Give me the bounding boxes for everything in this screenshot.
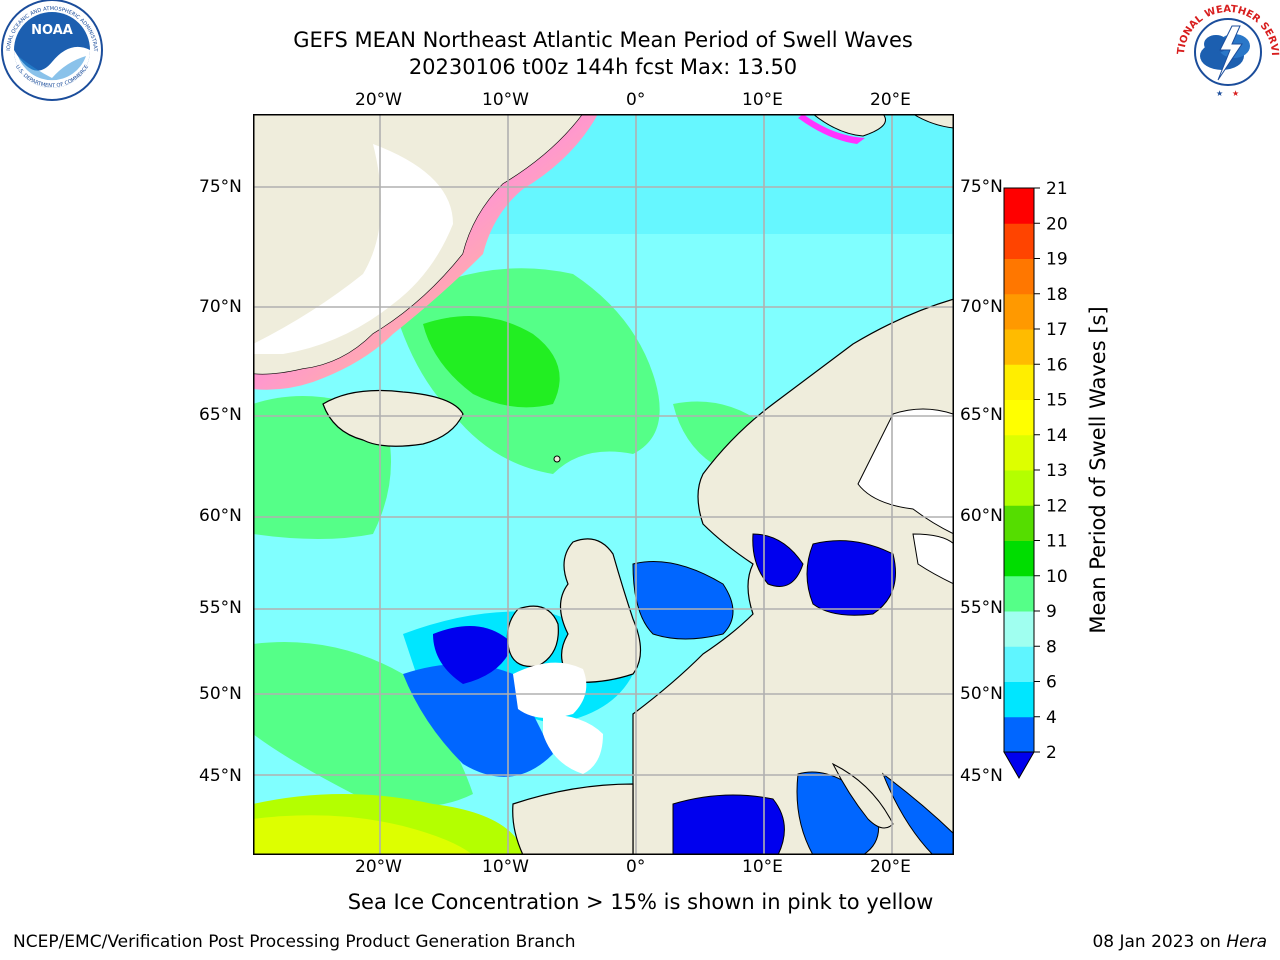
colorbar-swatch <box>1004 258 1034 295</box>
colorbar-label: Mean Period of Swell Waves [s] <box>1086 306 1110 634</box>
swell-period-map <box>253 114 954 855</box>
svg-text:★: ★ <box>1232 89 1239 98</box>
lon-label-top-20w: 20°W <box>355 90 402 110</box>
land-italy <box>831 762 894 829</box>
colorbar-tick-label: 18 <box>1046 285 1068 305</box>
colorbar-swatch <box>1004 329 1034 365</box>
colorbar-tick-label: 10 <box>1046 567 1068 587</box>
noaa-logo: NOAA NATIONAL OCEANIC AND ATMOSPHERIC AD… <box>0 0 103 101</box>
lon-label-top-20e: 20°E <box>870 90 911 110</box>
no-data-gulf-of-bothnia <box>857 408 954 535</box>
footer-date: 08 Jan 2023 on Hera <box>1092 932 1267 952</box>
footer-machine: Hera <box>1226 932 1267 952</box>
colorbar-tick-label: 8 <box>1046 637 1057 657</box>
land-iberia <box>512 783 634 855</box>
lat-label-right-55n: 55°N <box>960 598 1003 618</box>
north-sea-south <box>632 561 734 640</box>
lat-label-right-60n: 60°N <box>960 506 1003 526</box>
colorbar-tick-label: 6 <box>1046 673 1057 693</box>
lat-label-left-60n: 60°N <box>199 506 242 526</box>
lat-label-right-65n: 65°N <box>960 405 1003 425</box>
lat-label-left-70n: 70°N <box>199 297 242 317</box>
colorbar-tick-label: 21 <box>1046 180 1068 199</box>
lon-label-bottom-0: 0° <box>626 857 646 877</box>
lon-label-top-10w: 10°W <box>482 90 529 110</box>
colorbar: 2 4 6 8 9 10 11 12 13 14 15 16 17 18 19 20 21 <box>1003 180 1068 780</box>
lon-label-bottom-10e: 10°E <box>742 857 783 877</box>
colorbar-swatch <box>1004 716 1034 753</box>
colorbar-swatch <box>1004 505 1034 541</box>
lat-label-left-50n: 50°N <box>199 684 242 704</box>
colorbar-tick-label: 9 <box>1046 602 1057 622</box>
land-great-britain <box>559 538 642 683</box>
nws-logo: NATIONAL WEATHER SERVICE ★ ★ <box>1176 0 1280 101</box>
colorbar-swatch <box>1004 399 1034 436</box>
colorbar-tick-label: 13 <box>1046 461 1068 481</box>
colorbar-tick-label: 2 <box>1046 743 1057 763</box>
swell-region-celtic-core <box>433 626 513 684</box>
colorbar-swatch <box>1004 223 1034 259</box>
colorbar-tick-label: 17 <box>1046 320 1068 340</box>
colorbar-swatch <box>1004 293 1034 330</box>
chart-title: GEFS MEAN Northeast Atlantic Mean Period… <box>293 28 913 52</box>
map-frame <box>253 114 954 855</box>
lat-label-right-70n: 70°N <box>960 297 1003 317</box>
land-svalbard <box>812 114 886 137</box>
sea-ice-greenland <box>253 114 598 390</box>
swell-region-max-core <box>253 815 473 855</box>
no-data-gulf-of-finland <box>912 533 954 585</box>
colorbar-tick-label: 15 <box>1046 391 1068 411</box>
colorbar-tick-label: 19 <box>1046 250 1068 270</box>
colorbar-under-triangle <box>1003 751 1035 780</box>
colorbar-swatch <box>1004 540 1034 577</box>
lat-label-left-55n: 55°N <box>199 598 242 618</box>
colorbar-tick-label: 16 <box>1046 355 1068 375</box>
land-faroe <box>553 455 561 463</box>
colorbar-tick-label: 12 <box>1046 496 1068 516</box>
footer-branch: NCEP/EMC/Verification Post Processing Pr… <box>13 932 576 952</box>
swell-region-celtic-sea <box>403 664 553 777</box>
no-data-channel <box>513 662 587 718</box>
lon-label-top-0: 0° <box>626 90 646 110</box>
lon-label-bottom-10w: 10°W <box>482 857 529 877</box>
lon-label-bottom-20e: 20°E <box>870 857 911 877</box>
lat-label-right-50n: 50°N <box>960 684 1003 704</box>
colorbar-swatch <box>1004 681 1034 718</box>
land-iceland <box>322 389 464 447</box>
colorbar-tick-label: 4 <box>1046 708 1057 728</box>
baltic-sea <box>806 540 896 616</box>
colorbar-swatch <box>1004 646 1034 682</box>
colorbar-swatch <box>1004 188 1034 224</box>
skagerrak <box>752 533 804 587</box>
lon-label-bottom-20w: 20°W <box>355 857 402 877</box>
lat-label-left-65n: 65°N <box>199 405 242 425</box>
mediterranean-sea <box>672 794 785 855</box>
lat-label-right-75n: 75°N <box>960 177 1003 197</box>
lat-label-left-45n: 45°N <box>199 766 242 786</box>
chart-subtitle: 20230106 t00z 144h fcst Max: 13.50 <box>408 55 798 79</box>
noaa-logo-text: NOAA <box>31 23 73 38</box>
swell-region-southwest <box>253 642 473 808</box>
no-data-greenland-coast <box>253 144 453 354</box>
colorbar-tick-label: 14 <box>1046 426 1068 446</box>
adriatic-sea <box>881 772 954 855</box>
land-svalbard-east <box>912 114 954 129</box>
colorbar-swatch <box>1004 611 1034 647</box>
colorbar-swatch <box>1004 434 1034 471</box>
sea-ice-note: Sea Ice Concentration > 15% is shown in … <box>347 890 934 914</box>
colorbar-tick-label: 20 <box>1046 214 1068 234</box>
colorbar-swatch <box>1004 364 1034 400</box>
swell-region-norwegian-sea-core <box>423 316 560 408</box>
footer-date-text: 08 Jan 2023 on <box>1092 932 1227 952</box>
lat-label-right-45n: 45°N <box>960 766 1003 786</box>
colorbar-swatch <box>1004 470 1034 506</box>
sea-ice-svalbard <box>798 114 865 144</box>
svg-text:★: ★ <box>1216 89 1223 98</box>
no-data-bay-of-biscay <box>543 714 603 774</box>
lat-label-left-75n: 75°N <box>199 177 242 197</box>
gridlines <box>253 114 954 855</box>
lon-label-top-10e: 10°E <box>742 90 783 110</box>
colorbar-swatch <box>1004 575 1034 612</box>
colorbar-tick-label: 11 <box>1046 532 1068 552</box>
